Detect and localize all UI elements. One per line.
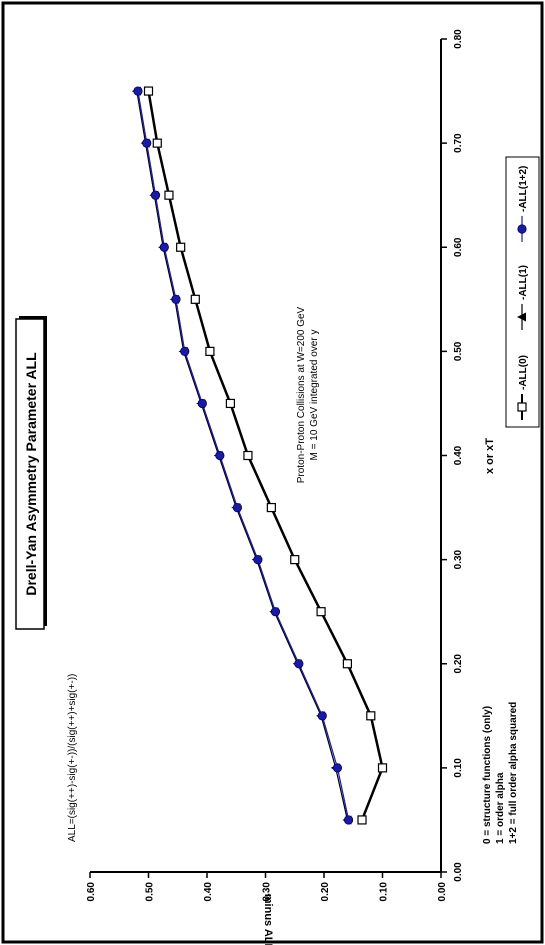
data-point-s0 bbox=[225, 398, 235, 409]
legend: -ALL(0) -ALL(1) -ALL(1+2) bbox=[505, 156, 540, 428]
y-tick-label: 0.40 bbox=[203, 882, 214, 902]
collision-annotation-line1: Proton-Proton Collisions at W=200 GeV bbox=[296, 306, 307, 483]
y-axis-label: minus ALL bbox=[262, 894, 274, 945]
data-point-s2 bbox=[197, 398, 207, 409]
x-tick-label: 0.30 bbox=[453, 549, 464, 569]
x-tick-label: 0.60 bbox=[453, 237, 464, 257]
data-point-s0 bbox=[290, 555, 300, 565]
legend-label-2: -ALL(1+2) bbox=[518, 166, 529, 212]
chart-title: Drell-Yan Asymmetry Parameter ALL bbox=[23, 352, 39, 596]
data-point-s2 bbox=[159, 242, 169, 252]
data-point-s2 bbox=[215, 450, 225, 461]
data-point-s2 bbox=[180, 346, 190, 356]
collision-annotation-line2: M = 10 GeV integrated over y bbox=[309, 330, 320, 461]
x-tick-label: 0.70 bbox=[453, 133, 464, 153]
data-point-s2 bbox=[133, 86, 143, 96]
x-tick-label: 0.10 bbox=[453, 758, 464, 778]
x-tick-label: 0.80 bbox=[453, 29, 464, 49]
legend-label-1: -ALL(1) bbox=[518, 265, 529, 300]
legend-marker-0 bbox=[517, 402, 527, 412]
data-point-s0 bbox=[152, 138, 162, 148]
legend-box bbox=[505, 156, 540, 428]
x-tick-label: 0.20 bbox=[453, 654, 464, 674]
x-tick-label: 0.00 bbox=[453, 862, 464, 882]
data-point-s0 bbox=[243, 450, 253, 461]
data-point-s0 bbox=[164, 190, 174, 200]
y-tick-label: 0.10 bbox=[379, 882, 390, 902]
data-point-s2 bbox=[232, 502, 243, 513]
legend-label-0: -ALL(0) bbox=[518, 355, 529, 390]
chart-rotated-frame: Drell-Yan Asymmetry Parameter ALL ALL=(s… bbox=[15, 29, 540, 945]
data-point-s2 bbox=[142, 138, 152, 148]
title-box bbox=[15, 318, 45, 630]
data-point-s0 bbox=[342, 659, 352, 669]
legend-marker-2 bbox=[517, 224, 527, 234]
y-axis-ticks: 0.00 0.10 0.20 0.30 0.40 0.50 0.60 bbox=[86, 872, 448, 901]
data-point-s2 bbox=[150, 190, 161, 200]
series-2 bbox=[133, 86, 354, 825]
data-point-s0 bbox=[266, 502, 276, 513]
data-point-s2 bbox=[253, 555, 263, 565]
data-point-s2 bbox=[294, 659, 304, 669]
series-layer bbox=[131, 86, 388, 825]
y-tick-label: 0.30 bbox=[262, 882, 273, 902]
note-line-2: 1+2 = full order alpha squared bbox=[508, 702, 519, 844]
note-line-0: 0 = structure functions (only) bbox=[482, 706, 493, 844]
note-line-1: 1 = order alpha bbox=[495, 772, 506, 844]
data-point-s0 bbox=[366, 711, 376, 721]
y-tick-label: 0.60 bbox=[86, 882, 97, 902]
data-point-s0 bbox=[205, 346, 215, 356]
data-point-s0 bbox=[176, 242, 186, 252]
data-point-s2 bbox=[317, 711, 327, 721]
data-point-s0 bbox=[143, 86, 154, 96]
x-axis-label: x or xT bbox=[484, 438, 496, 474]
data-point-s2 bbox=[332, 763, 343, 773]
x-tick-label: 0.40 bbox=[453, 445, 464, 465]
data-point-s2 bbox=[171, 294, 181, 304]
data-point-s2 bbox=[343, 815, 354, 825]
y-tick-label: 0.00 bbox=[437, 882, 448, 902]
x-axis-ticks: 0.00 0.10 0.20 0.30 0.40 0.50 0.60 0.70 0.80 bbox=[441, 29, 464, 882]
data-point-s0 bbox=[357, 815, 367, 825]
formula-annotation: ALL=(sig(++)-sig(+-))/(sig(++)+sig(+-)) bbox=[67, 674, 78, 842]
data-point-s0 bbox=[316, 607, 326, 617]
series-0 bbox=[143, 86, 388, 825]
data-point-s0 bbox=[190, 294, 200, 304]
y-tick-label: 0.20 bbox=[320, 882, 331, 902]
data-point-s2 bbox=[270, 607, 281, 617]
legend-marker-1 bbox=[517, 312, 526, 322]
x-tick-label: 0.50 bbox=[453, 341, 464, 361]
y-tick-label: 0.50 bbox=[145, 882, 156, 902]
data-point-s0 bbox=[377, 763, 388, 773]
